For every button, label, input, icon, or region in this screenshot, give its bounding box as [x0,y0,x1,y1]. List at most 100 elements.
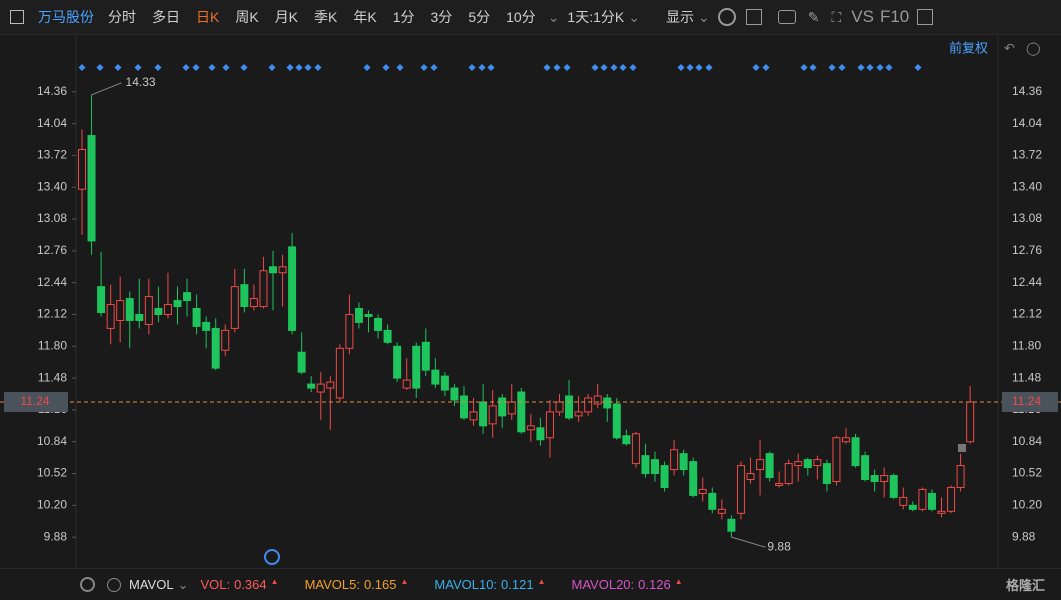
candle-body [899,496,908,506]
period-tab[interactable]: 季K [314,9,338,25]
pen-icon[interactable]: ✎ [807,8,820,25]
fullscreen-icon[interactable]: ⛶ [831,8,842,25]
candle-body [717,508,726,514]
window-icon[interactable] [917,9,934,25]
period-tab[interactable]: 多日 [152,9,180,25]
event-marker [134,63,142,72]
candle-body [479,401,488,427]
event-marker [838,63,846,72]
box-icon[interactable] [745,9,762,25]
stock-name[interactable]: 万马股份 [38,9,94,25]
settings-icon[interactable] [80,577,95,592]
low-annotation: 9.88 [767,539,791,553]
candle-body [364,313,373,317]
caret[interactable]: ⌄ [697,8,710,25]
period-tab[interactable]: 年K [353,9,377,25]
event-marker [487,63,495,72]
candle-body [488,405,497,425]
y-tick-label: 12.12 [1012,307,1042,321]
candle-body [402,379,411,389]
indicator-name[interactable]: MAVOL [129,577,174,592]
event-marker [114,63,122,72]
candle-body [278,266,287,274]
y-tick-label: 13.08 [37,211,67,225]
candle-body [469,411,478,421]
trend-arrow: ▲ [270,577,279,586]
candle-body [574,411,583,417]
caret[interactable]: ⌄ [628,8,640,25]
candle-body [249,298,258,308]
y-tick-label: 14.36 [37,84,67,98]
period-tab[interactable]: 周K [235,9,259,25]
candle-body [918,488,927,510]
camera-icon[interactable] [777,10,796,24]
candle-body [822,463,831,484]
candle-body [679,453,688,471]
period-tab[interactable]: 10分 [506,9,536,25]
candle-body [97,286,106,314]
price-label: 11.24 [1012,394,1041,408]
candle-body [116,300,125,321]
event-marker [914,63,922,72]
caret[interactable]: ⌄ [177,576,189,592]
candle-body [803,459,812,469]
period-tab[interactable]: 日K [196,9,220,25]
vs-button[interactable]: VS [851,7,874,26]
settings-icon[interactable] [717,8,736,26]
y-tick-label: 11.48 [38,370,67,384]
y-tick-label: 13.08 [1012,211,1042,225]
candle-body [87,135,96,242]
candle-body [421,341,430,371]
y-tick-label: 14.04 [1012,116,1042,130]
indicator-bar: MAVOL ⌄ VOL: 0.364 ▲ MAVOL5: 0.165 ▲ MAVOL10: 0… [0,568,1061,600]
caret[interactable]: ⌄ [547,8,560,25]
close-icon[interactable] [107,577,121,592]
indicator-label: VOL: [200,577,231,592]
candle-body [966,401,975,443]
event-marker [563,63,571,72]
candle-body [698,488,707,494]
period-tab[interactable]: 5分 [468,9,491,25]
event-marker [629,63,637,72]
candle-body [517,391,526,433]
candle-body [584,397,593,413]
f10-button[interactable]: F10 [879,7,910,26]
indicator-label: MAVOL5: [304,577,360,592]
candle-body [498,397,507,417]
candle-body [927,492,936,510]
candle-body [460,395,468,419]
period-tab[interactable]: 3分 [430,9,453,25]
event-marker [363,63,371,72]
period-select[interactable]: 1天:1分K [567,9,625,25]
event-marker [619,63,627,72]
indicator-value: 0.121 [501,577,534,592]
display-menu[interactable]: 显示 [665,9,694,25]
event-marker [208,63,216,72]
candle-body [736,465,745,514]
event-marker [762,63,770,72]
cursor-box [958,443,966,452]
period-tab[interactable]: 月K [274,9,299,25]
event-marker [553,63,561,72]
price-label-bg [4,391,68,412]
indicator-values: VOL: 0.364 ▲ MAVOL5: 0.165 ▲ MAVOL10: 0.121 ▲ MAV… [200,577,708,592]
event-marker [809,63,817,72]
price-label: 11.24 [20,394,49,408]
period-tab[interactable]: 分时 [108,9,136,25]
period-tab[interactable]: 1分 [392,9,415,25]
event-marker [705,63,713,72]
candle-body [374,317,383,331]
candle-body [842,437,850,443]
y-tick-label: 9.88 [1012,529,1036,543]
candle-body [651,459,659,475]
candle-body [565,395,574,419]
candle-body [612,403,621,439]
candle-body [593,395,602,405]
candle-body [307,383,316,389]
event-marker [420,63,428,72]
sidebar-toggle[interactable] [10,10,24,24]
candle-body [316,383,325,393]
candle-body [440,375,449,391]
chart: 前复权 ↶ ◯ 14.36 14.36 14.04 14.04 13.72 13.72 13.40… [0,35,1061,568]
